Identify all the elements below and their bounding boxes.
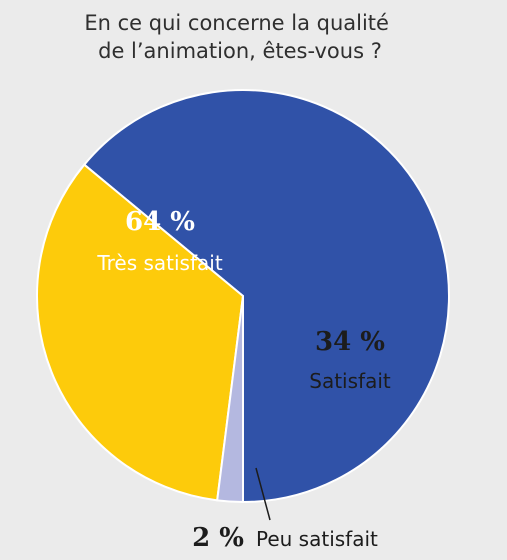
value-label-satisfait: 34 % — [315, 327, 385, 357]
pie-slice-satisfait — [35, 163, 244, 502]
value-label-peu-satisfait: 2 % — [192, 523, 244, 553]
pie-labels: 64 % Très satisfait 34 % Satisfait 2 % Peu sa… — [96, 207, 391, 553]
value-label-tr-s-satisfait: 64 % — [125, 207, 195, 237]
pie-slices — [35, 89, 450, 504]
pie-slice-tr-s-satisfait — [83, 89, 450, 503]
chart-title-line-2: de l’animation, êtes-vous ? — [98, 39, 382, 63]
category-label-tr-s-satisfait: Très satisfait — [96, 251, 222, 275]
chart-title-line-1: En ce qui concerne la qualité — [84, 11, 389, 35]
pie-slice-peu-satisfait — [216, 295, 244, 504]
chart-title: En ce qui concerne la qualité de l’anima… — [84, 11, 395, 63]
category-label-satisfait: Satisfait — [309, 369, 391, 393]
leader-line-peu-satisfait — [255, 467, 271, 521]
category-label-peu-satisfait: Peu satisfait — [256, 527, 378, 551]
